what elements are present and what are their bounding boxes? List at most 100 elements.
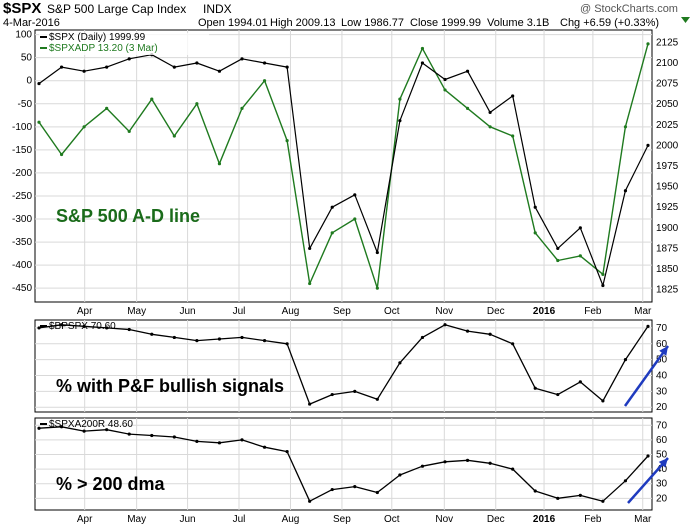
right-y-tick: 2100 [656, 58, 679, 69]
bottom-x-tick: Mar [634, 514, 652, 525]
ad-line-annotation: S&P 500 A-D line [56, 206, 200, 226]
spx-price-point [353, 193, 357, 197]
bpi-point [37, 326, 41, 330]
dma-point [465, 458, 470, 462]
legend-box [39, 33, 209, 55]
spx-price-point [172, 65, 176, 69]
main-x-tick: Aug [282, 306, 300, 317]
ad-line-point [353, 217, 357, 221]
left-y-tick: -50 [18, 99, 33, 110]
ad-line-point [240, 106, 244, 110]
dma-y-tick: 20 [656, 493, 668, 504]
spx-price-point [330, 205, 334, 209]
bpi-point [465, 329, 470, 333]
right-y-tick: 2000 [656, 140, 679, 151]
spx-price-point [195, 61, 199, 65]
ad-line-point [82, 125, 86, 129]
bpi-point [105, 326, 109, 330]
ad-line-point [511, 134, 515, 138]
spx-price-point [511, 94, 515, 98]
quote-volume: Volume 3.1B [487, 17, 550, 29]
main-panel-frame [34, 29, 653, 303]
ad-line-point [623, 125, 628, 129]
ad-line-point [488, 125, 492, 129]
ad-line-point [37, 120, 41, 124]
main-x-tick: Jun [180, 306, 196, 317]
spx-price-point [105, 65, 109, 69]
bottom-x-tick: 2016 [533, 514, 556, 525]
symbol-title: $SPX [3, 0, 42, 17]
bpi-point [308, 402, 312, 406]
main-x-tick: Apr [77, 306, 93, 317]
spx-price-point [533, 205, 537, 209]
left-y-tick: -200 [12, 168, 32, 179]
dma-point [240, 438, 244, 442]
left-y-tick: -400 [12, 260, 32, 271]
ad-line-point [330, 231, 334, 235]
spx-price-point [578, 226, 582, 230]
dma-point [601, 499, 605, 503]
spx-price-point [262, 61, 267, 65]
ad-line-point [375, 286, 379, 290]
bottom-x-tick: Jul [233, 514, 246, 525]
spx-price-point [59, 65, 64, 69]
dma-point [217, 441, 222, 445]
right-y-tick: 1875 [656, 243, 679, 254]
main-x-tick: Dec [487, 306, 505, 317]
right-y-tick: 1850 [656, 264, 679, 275]
dma-point [150, 433, 154, 438]
bottom-x-tick: Feb [584, 514, 602, 525]
bpi-point [398, 361, 402, 365]
left-y-tick: -350 [12, 237, 32, 248]
bpi-y-tick: 40 [656, 371, 668, 382]
ad-line-point [150, 97, 154, 101]
ad-line-point [308, 281, 312, 286]
spx-price-point [308, 246, 312, 251]
dma-point [398, 473, 402, 477]
ad-line-point [556, 258, 560, 263]
spx-price-point [556, 246, 560, 251]
bpi-legend-label: $BPSPX 70.60 [49, 321, 116, 332]
right-y-tick: 1900 [656, 223, 679, 234]
bpi-point [262, 339, 267, 343]
main-x-tick: Sep [333, 306, 351, 317]
left-y-tick: -450 [12, 283, 32, 294]
dma-point [443, 460, 447, 464]
ad-line-point [105, 106, 109, 110]
main-x-tick: 2016 [533, 306, 556, 317]
bpi-point [601, 399, 605, 403]
dma-legend-label: $SPXA200R 48.60 [49, 419, 133, 430]
ad-line-point [59, 152, 64, 157]
bpi-point [150, 332, 154, 336]
bpi-y-tick: 50 [656, 355, 668, 366]
main-x-tick: Jul [233, 306, 246, 317]
bpi-point [59, 323, 64, 327]
bpi-point [646, 324, 650, 328]
bpi-point [217, 337, 222, 341]
bpi-point [127, 327, 131, 332]
right-y-tick: 1950 [656, 182, 679, 193]
spx-price-point [488, 110, 492, 115]
bpi-point [578, 380, 582, 384]
spx-price-point [375, 250, 379, 255]
ad-line-point [601, 272, 605, 276]
bpi-point [623, 358, 628, 362]
ad-line-series [38, 43, 649, 289]
dma-y-tick: 70 [656, 420, 668, 431]
dma-point [37, 426, 41, 430]
dma-point [556, 496, 560, 500]
right-y-tick: 2125 [656, 37, 679, 48]
exchange-label: INDX [203, 2, 232, 16]
left-y-tick: -300 [12, 214, 32, 225]
ad-line-point [217, 162, 222, 166]
bpi-point [443, 323, 447, 327]
bpi-y-tick: 30 [656, 386, 668, 397]
dma-point [127, 432, 131, 436]
dma-y-tick: 40 [656, 464, 668, 475]
ad-line-point [465, 106, 470, 110]
spx-price-point [398, 119, 402, 123]
change-triangle-icon [681, 17, 690, 23]
bpi-point [353, 389, 357, 393]
quote-change: Chg +6.59 (+0.33%) [560, 17, 660, 29]
bpi-point [285, 342, 289, 346]
